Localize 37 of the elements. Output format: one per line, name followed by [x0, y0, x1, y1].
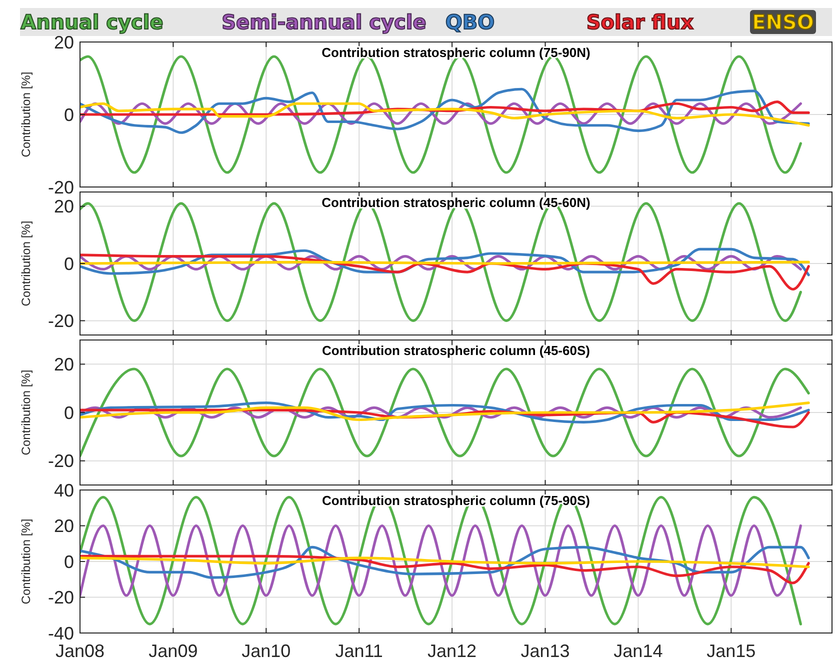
y-tick-label: -20	[48, 588, 74, 608]
line-series	[80, 556, 810, 568]
text: ENSO	[752, 10, 814, 34]
y-axis-title: Contribution [%]	[19, 72, 33, 158]
x-tick-label: Jan09	[148, 641, 198, 661]
x-tick-label: Jan15	[706, 641, 756, 661]
series-label: Annual cycle	[20, 10, 164, 34]
text: Solar flux	[586, 10, 694, 34]
chart-title: Contribution stratospheric column (45-60N)	[322, 195, 590, 210]
y-tick-label: 0	[64, 254, 74, 274]
y-tick-label: 20	[54, 354, 74, 374]
text: Semi-annual cycle	[222, 10, 426, 34]
y-tick-label: 40	[54, 480, 74, 500]
y-tick-label: 0	[64, 104, 74, 125]
y-tick-label: -20	[48, 311, 74, 331]
chart-title: Contribution stratospheric column (45-60S)	[322, 343, 590, 358]
y-axis-title: Contribution [%]	[19, 370, 33, 456]
x-tick-label: Jan10	[242, 641, 291, 661]
line-series	[80, 554, 810, 584]
y-tick-label: -40	[48, 623, 74, 644]
y-tick-label: 20	[54, 516, 74, 536]
x-tick-label: Jan13	[520, 641, 570, 661]
y-tick-label: -20	[48, 177, 74, 198]
x-tick-label: Jan08	[55, 641, 105, 661]
y-tick-label: 0	[64, 402, 74, 423]
y-axis-title: Contribution [%]	[19, 220, 33, 306]
y-axis-title: Contribution [%]	[19, 518, 33, 604]
text: QBO	[445, 10, 495, 34]
x-tick-label: Jan12	[428, 641, 477, 661]
chart-title: Contribution stratospheric column (75-90N)	[322, 45, 590, 60]
line-series	[80, 88, 810, 134]
y-tick-label: 20	[54, 196, 74, 217]
y-tick-label: -20	[48, 451, 74, 472]
x-tick-label: Jan14	[614, 641, 663, 661]
x-tick-label: Jan11	[335, 641, 383, 661]
y-tick-label: 0	[64, 552, 74, 572]
y-tick-label: 20	[54, 32, 74, 52]
